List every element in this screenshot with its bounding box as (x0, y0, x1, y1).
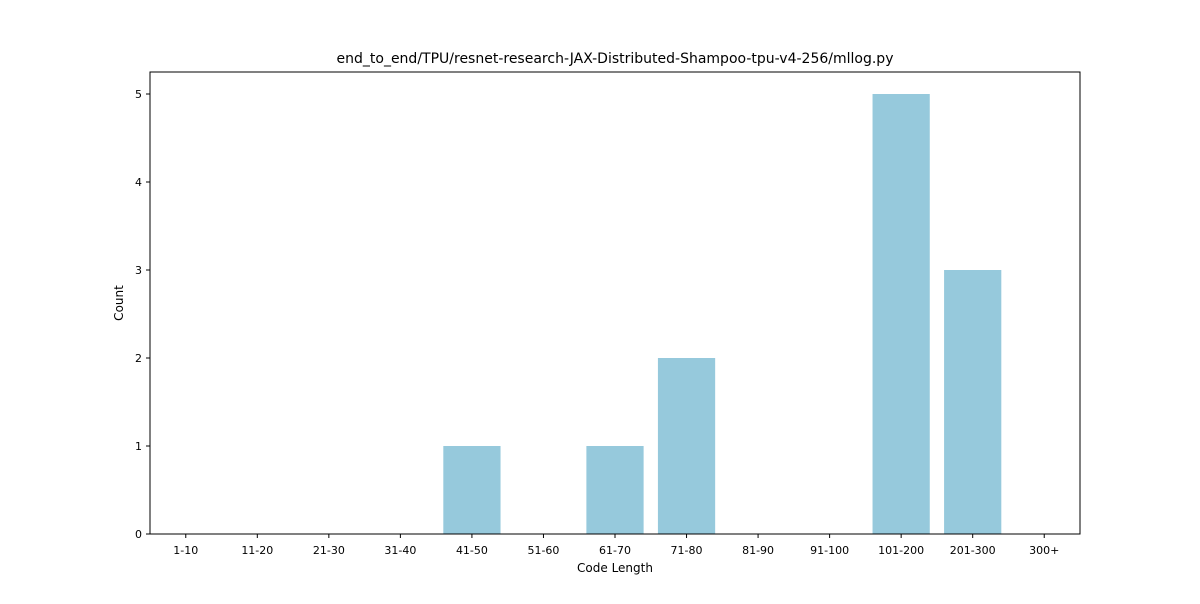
x-axis-label: Code Length (577, 561, 653, 575)
x-tick-label: 41-50 (456, 544, 488, 557)
x-tick-label: 21-30 (313, 544, 345, 557)
x-tick-label: 201-300 (950, 544, 996, 557)
bar-61-70 (586, 446, 644, 534)
chart-title: end_to_end/TPU/resnet-research-JAX-Distr… (337, 51, 894, 67)
x-tick-label: 81-90 (742, 544, 774, 557)
x-tick-label: 11-20 (241, 544, 273, 557)
x-tick-label: 1-10 (173, 544, 198, 557)
bar-101-200 (872, 94, 930, 534)
x-tick-label: 31-40 (384, 544, 416, 557)
x-tick-label: 101-200 (878, 544, 924, 557)
bars-group (443, 94, 1002, 534)
x-tick-label: 51-60 (527, 544, 559, 557)
y-axis-label: Count (112, 285, 126, 321)
bar-41-50 (443, 446, 501, 534)
y-tick-label: 4 (135, 176, 142, 189)
y-tick-label: 1 (135, 440, 142, 453)
x-tick-label: 91-100 (810, 544, 849, 557)
y-tick-label: 3 (135, 264, 142, 277)
y-tick-label: 2 (135, 352, 142, 365)
y-tick-label: 0 (135, 528, 142, 541)
x-tick-label: 300+ (1029, 544, 1059, 557)
x-tick-label: 71-80 (671, 544, 703, 557)
bar-71-80 (657, 358, 716, 534)
x-tick-label: 61-70 (599, 544, 631, 557)
y-axis: 0 1 2 3 4 5 (135, 88, 150, 541)
x-axis: 1-10 11-20 21-30 31-40 41-50 51-60 61-70 71-80 8… (173, 534, 1059, 557)
bar-201-300 (944, 270, 1002, 534)
y-tick-label: 5 (135, 88, 142, 101)
